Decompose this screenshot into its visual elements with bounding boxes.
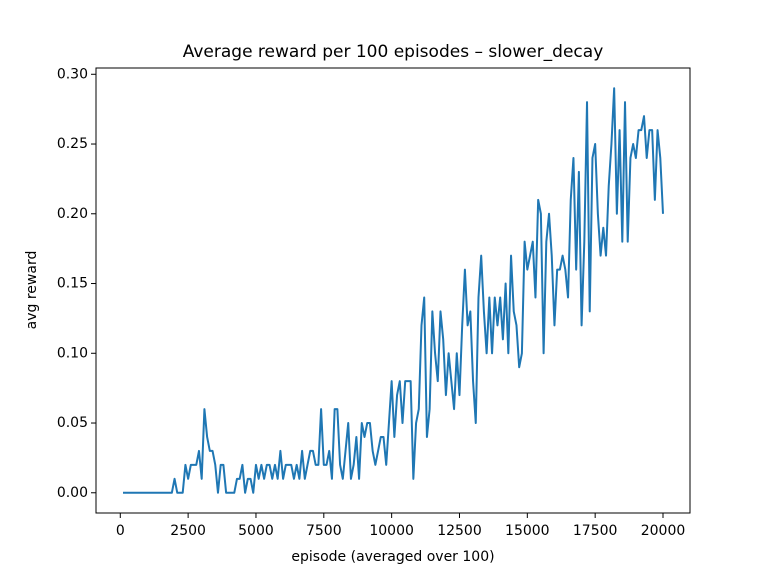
data-line: [123, 87, 664, 494]
x-tick-label: 20000: [641, 523, 686, 539]
y-axis-label: avg reward: [24, 251, 40, 330]
x-tick-label: 2500: [170, 523, 206, 539]
chart-title: Average reward per 100 episodes – slower…: [183, 42, 604, 62]
x-tick-label: 0: [116, 523, 125, 539]
x-axis-label: episode (averaged over 100): [291, 549, 494, 565]
x-tick-label: 10000: [369, 523, 414, 539]
y-tick-label: 0.20: [57, 206, 88, 222]
x-tick-label: 7500: [306, 523, 342, 539]
y-tick-label: 0.15: [57, 276, 88, 292]
x-tick-label: 15000: [505, 523, 550, 539]
plot-frame: [95, 67, 691, 514]
y-tick-label: 0.25: [57, 136, 88, 152]
x-tick-label: 12500: [437, 523, 482, 539]
y-tick-label: 0.05: [57, 415, 88, 431]
x-tick-label: 5000: [238, 523, 274, 539]
x-tick-label: 17500: [573, 523, 618, 539]
y-tick-label: 0.10: [57, 345, 88, 361]
y-tick-label: 0.30: [57, 66, 88, 82]
y-tick-label: 0.00: [57, 485, 88, 501]
